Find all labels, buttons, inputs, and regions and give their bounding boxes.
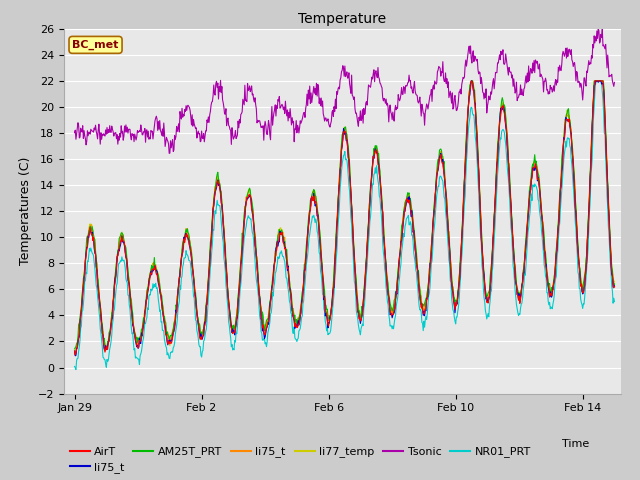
Title: Temperature: Temperature xyxy=(298,12,387,26)
Y-axis label: Temperatures (C): Temperatures (C) xyxy=(19,157,32,265)
Text: Time: Time xyxy=(561,439,589,449)
Text: BC_met: BC_met xyxy=(72,40,119,50)
Legend: AirT, li75_t, AM25T_PRT, li75_t, li77_temp, Tsonic, NR01_PRT: AirT, li75_t, AM25T_PRT, li75_t, li77_te… xyxy=(70,446,531,473)
